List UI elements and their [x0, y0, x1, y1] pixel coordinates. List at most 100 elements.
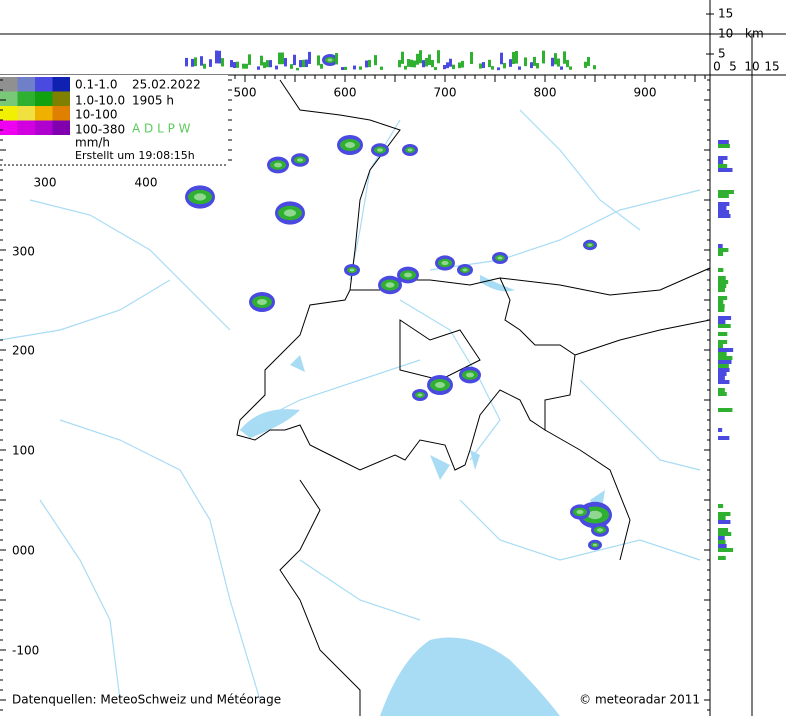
profile-echo [236, 61, 239, 68]
profile-echo [718, 288, 726, 292]
profile-echo [718, 504, 724, 508]
profile-echo [718, 548, 734, 552]
legend-swatch [0, 77, 18, 92]
profile-echo [718, 324, 731, 328]
x-coord-label: 300 [34, 176, 57, 190]
echo [435, 382, 445, 388]
profile-echo [584, 61, 587, 68]
legend-swatch [52, 120, 70, 135]
profile-echo [718, 144, 730, 148]
profile-echo [587, 56, 590, 66]
profile-echo [221, 58, 224, 67]
profile-tick-label: 10 [744, 60, 759, 74]
profile-echo [718, 348, 734, 352]
profile-echo [718, 308, 725, 312]
profile-echo [718, 436, 730, 440]
profile-echo [512, 52, 515, 65]
lakes [240, 275, 605, 716]
echo [385, 282, 395, 288]
profile-echo [718, 528, 729, 532]
profile-echo [718, 280, 729, 284]
x-coord-label: 900 [634, 86, 657, 100]
profile-echo [305, 59, 308, 68]
echo [194, 193, 206, 201]
profile-tick-label: 5 [729, 60, 737, 74]
profile-echo [380, 66, 383, 70]
profile-echo [563, 51, 566, 64]
profile-echo [428, 54, 431, 65]
profile-echo [718, 544, 727, 548]
profile-echo [218, 50, 221, 64]
profile-echo [401, 51, 404, 64]
profile-echo [718, 248, 729, 252]
height-tick-label: 10 [718, 27, 733, 41]
profile-echo [718, 214, 731, 218]
legend-swatch [0, 91, 18, 106]
profile-echo [718, 140, 729, 144]
profile-echo [470, 51, 473, 64]
y-coord-label: -100 [12, 644, 39, 658]
profile-echo [344, 66, 347, 70]
legend-stations: A D L P W [132, 122, 191, 136]
profile-echo [718, 428, 723, 432]
echo [441, 260, 449, 266]
profile-echo [718, 520, 731, 524]
echo [274, 162, 282, 168]
legend-swatch [52, 77, 70, 92]
profile-echo [718, 372, 727, 376]
profile-echo [266, 60, 269, 68]
profile-echo [718, 532, 732, 536]
profile-echo [458, 62, 461, 69]
profile-echo [404, 65, 407, 70]
profile-echo [718, 360, 732, 364]
profile-echo [413, 60, 416, 68]
legend-swatch [35, 120, 53, 135]
legend-unit: mm/h [75, 136, 110, 150]
height-unit: km [745, 27, 764, 41]
y-coord-label: 100 [12, 444, 35, 458]
legend-date: 25.02.2022 [132, 78, 201, 92]
legend-swatch [17, 91, 35, 106]
profile-echo [416, 53, 419, 65]
profile-echo [718, 168, 733, 172]
profile-echo [718, 392, 727, 396]
profile-echo [257, 66, 260, 70]
profile-echo [718, 320, 726, 324]
profile-echo [302, 59, 305, 68]
profile-echo [718, 244, 723, 248]
echo [327, 58, 333, 62]
profile-echo [718, 160, 724, 164]
profile-echo [718, 332, 728, 336]
profile-echo [718, 316, 732, 320]
profile-echo [718, 356, 733, 360]
profile-echo [718, 304, 725, 308]
profile-echo [365, 60, 368, 68]
echo [297, 158, 303, 162]
legend-range: 100-380 [75, 123, 125, 137]
profile-echo [248, 54, 251, 65]
profile-echo [718, 206, 727, 210]
profile-echo [443, 64, 446, 70]
profile-echo [718, 190, 734, 194]
y-coord-label: 200 [12, 344, 35, 358]
profile-echo [488, 59, 491, 68]
profile-echo [242, 63, 245, 69]
profile-echo [718, 296, 728, 300]
profile-echo [290, 64, 293, 69]
profile-echo [718, 352, 727, 356]
profile-echo [296, 67, 299, 71]
echo [593, 543, 597, 547]
profile-echo [335, 53, 338, 65]
x-coord-label: 400 [135, 176, 158, 190]
legend-swatch [0, 120, 18, 135]
profile-echo [407, 59, 410, 67]
profile-echo [718, 210, 730, 214]
profile-echo [524, 57, 527, 67]
profile-echo [203, 63, 206, 69]
echo [466, 372, 474, 378]
profile-echo [718, 344, 724, 348]
echo [497, 256, 503, 260]
legend-range: 0.1-1.0 [75, 78, 118, 92]
height-tick-label: 5 [718, 47, 726, 61]
